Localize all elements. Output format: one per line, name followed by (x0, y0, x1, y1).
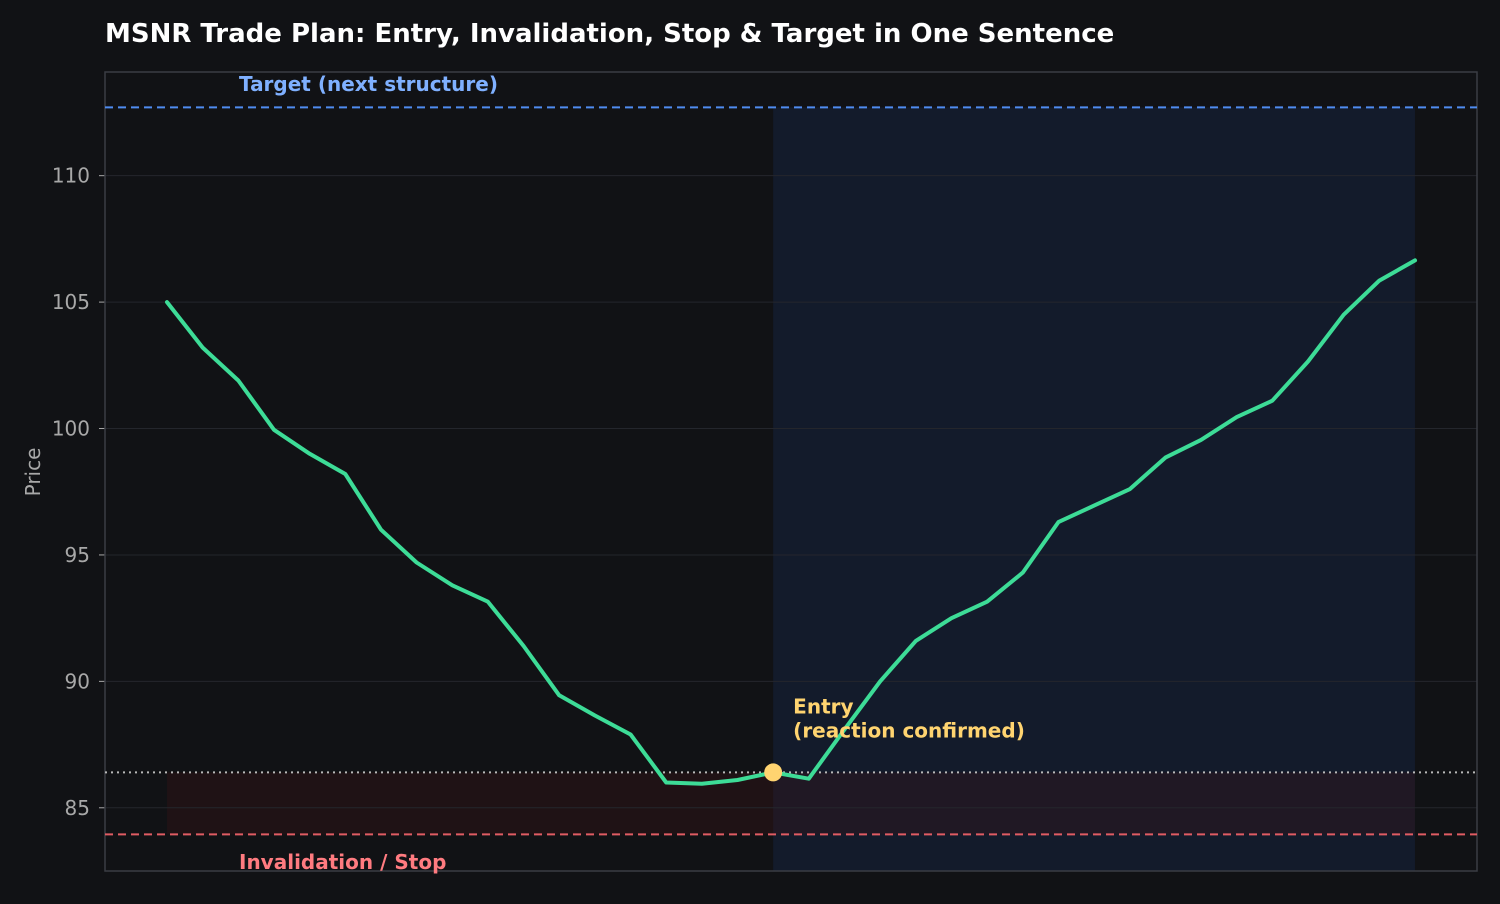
entry-point (764, 763, 783, 782)
y-tick-label: 95 (65, 543, 90, 567)
y-tick-label: 100 (52, 417, 90, 441)
y-axis-label: Price (21, 448, 45, 497)
y-tick-label: 105 (52, 290, 90, 314)
chart-title: MSNR Trade Plan: Entry, Invalidation, St… (105, 19, 1114, 49)
plot-area: 85 90 95 100 105 110 Entry (reaction confirmed)… (52, 71, 1478, 874)
entry-label: Entry (reaction confirmed) (793, 694, 1025, 742)
price-series-line (165, 258, 1417, 786)
entry-label-line1: Entry (793, 694, 853, 718)
stop-label: Invalidation / Stop (239, 850, 446, 874)
entry-label-line2: (reaction confirmed) (793, 718, 1025, 742)
trade-window-zone (773, 107, 1415, 871)
risk-band-zone (167, 772, 1415, 835)
y-tick-label: 110 (52, 164, 90, 188)
target-label: Target (next structure) (239, 72, 498, 96)
axes-frame (104, 71, 1478, 872)
y-tick-label: 90 (65, 669, 90, 693)
y-tick-label: 85 (65, 796, 90, 820)
